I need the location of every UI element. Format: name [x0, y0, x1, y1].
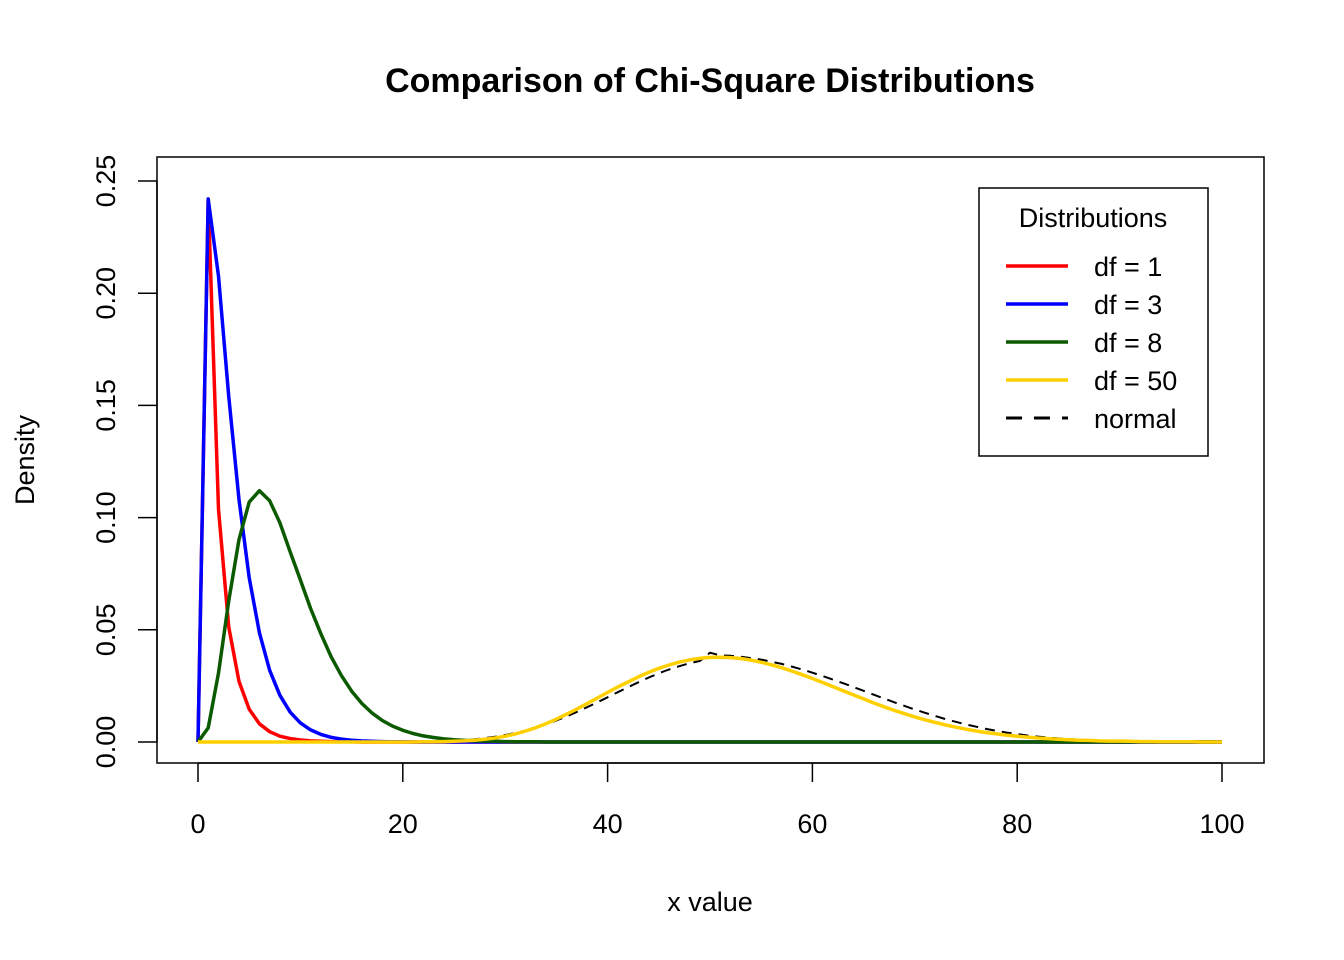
series-layer: [196, 197, 1222, 744]
y-axis: 0.00 0.05 0.10 0.15 0.20 0.25: [91, 155, 158, 769]
y-axis-label: Density: [10, 414, 40, 505]
series-line-df-50: [198, 655, 1222, 744]
chart-title: Comparison of Chi-Square Distributions: [385, 62, 1035, 100]
legend-label: df = 3: [1094, 290, 1162, 320]
legend: Distributions df = 1 df = 3 df = 8 df = 50 n…: [978, 187, 1209, 457]
legend-box: [978, 187, 1209, 457]
legend-label: df = 8: [1094, 328, 1162, 358]
legend-label: df = 50: [1094, 366, 1177, 396]
legend-label: normal: [1094, 404, 1177, 434]
y-tick-label: 0.25: [91, 155, 121, 208]
x-tick-label: 60: [797, 809, 827, 839]
series-line-df-8: [196, 488, 1222, 744]
legend-label: df = 1: [1094, 252, 1162, 282]
y-tick-label: 0.00: [91, 716, 121, 769]
y-tick-label: 0.10: [91, 491, 121, 544]
x-axis-label: x value: [667, 887, 753, 917]
series-line-normal: [198, 651, 1222, 743]
y-tick-label: 0.05: [91, 604, 121, 657]
y-tick-label: 0.15: [91, 379, 121, 432]
x-tick-label: 100: [1199, 809, 1244, 839]
y-tick-label: 0.20: [91, 267, 121, 320]
x-tick-label: 80: [1002, 809, 1032, 839]
x-tick-label: 40: [593, 809, 623, 839]
x-tick-label: 0: [190, 809, 205, 839]
legend-title: Distributions: [1019, 203, 1168, 233]
x-tick-label: 20: [388, 809, 418, 839]
legend-entries: df = 1 df = 3 df = 8 df = 50 normal: [1006, 252, 1177, 434]
x-axis: 0 20 40 60 80 100: [190, 762, 1245, 839]
